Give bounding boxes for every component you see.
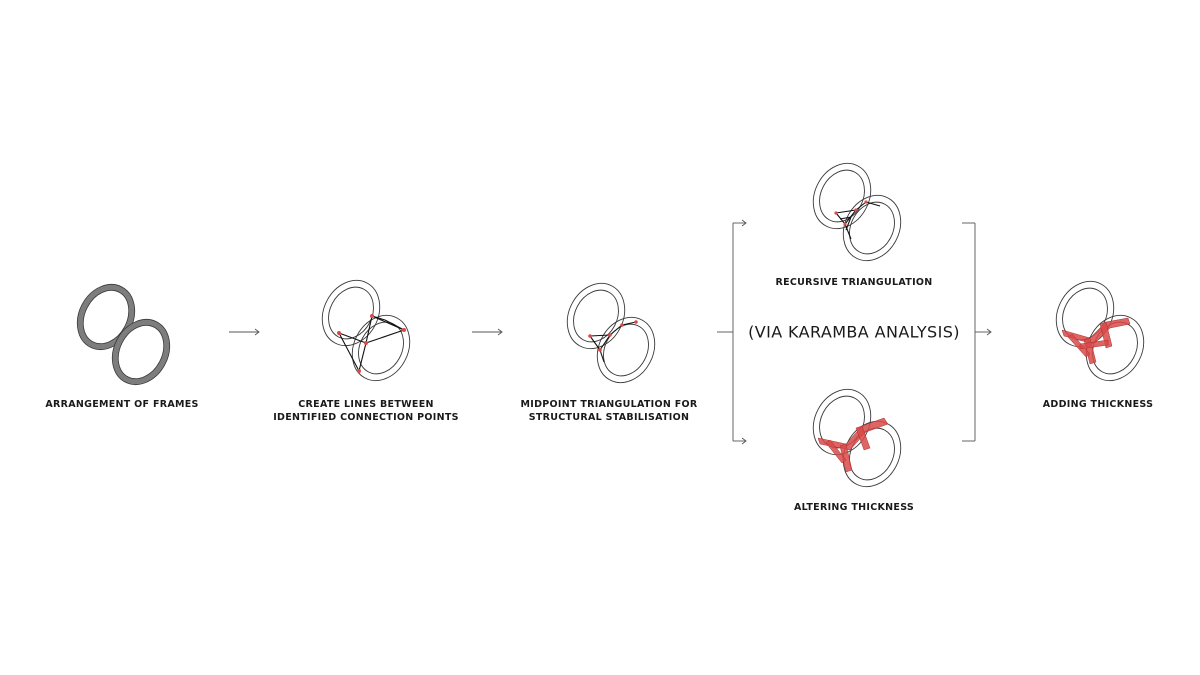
frame-outline-lower xyxy=(831,184,913,272)
connection-points xyxy=(337,314,406,373)
caption-altering-thickness: ALTERING THICKNESS xyxy=(794,501,914,514)
connection-lines-illustration xyxy=(310,269,422,392)
caption-create-lines: CREATE LINES BETWEEN IDENTIFIED CONNECTI… xyxy=(273,398,459,424)
caption-line: RECURSIVE TRIANGULATION xyxy=(775,277,933,288)
connection-lines xyxy=(338,315,405,372)
analysis-label: (VIA KARAMBA ANALYSIS) xyxy=(748,322,960,342)
frame-outline-lower xyxy=(340,304,422,392)
caption-adding-thickness: ADDING THICKNESS xyxy=(1043,398,1154,411)
caption-recursive-triangulation: RECURSIVE TRIANGULATION xyxy=(775,276,932,289)
thick-members xyxy=(817,417,889,473)
right-bracket xyxy=(962,222,992,442)
caption-arrangement-of-frames: ARRANGEMENT OF FRAMES xyxy=(45,398,198,411)
recursive-triangulation-illustration xyxy=(801,152,913,272)
triangulation-lines xyxy=(589,321,637,363)
frame-ring-lower xyxy=(111,319,171,385)
frame-outline-upper xyxy=(555,272,637,360)
caption-line: STRUCTURAL STABILISATION xyxy=(528,412,690,423)
caption-line: CREATE LINES BETWEEN xyxy=(298,399,434,410)
frames-arrangement-illustration xyxy=(76,284,171,385)
frame-outline-upper xyxy=(801,152,883,240)
frame-outline-lower xyxy=(585,306,667,394)
arrow-2 xyxy=(472,328,503,336)
caption-line: ADDING THICKNESS xyxy=(1042,399,1154,410)
recursive-points xyxy=(834,200,868,226)
altering-thickness-illustration xyxy=(801,378,913,498)
frame-ring-upper xyxy=(76,284,136,350)
left-bracket xyxy=(732,219,747,445)
caption-line: IDENTIFIED CONNECTION POINTS xyxy=(273,412,459,423)
arrow-1 xyxy=(229,328,260,336)
adding-thickness-illustration xyxy=(1044,270,1156,392)
frame-outline-upper xyxy=(310,269,392,357)
caption-line: ARRANGEMENT OF FRAMES xyxy=(45,399,199,410)
midpoints xyxy=(588,320,638,352)
caption-midpoint-triangulation: MIDPOINT TRIANGULATION FOR STRUCTURAL ST… xyxy=(520,398,697,424)
thickened-members xyxy=(1061,317,1131,365)
recursive-lines xyxy=(835,201,881,240)
caption-line: MIDPOINT TRIANGULATION FOR xyxy=(520,399,698,410)
midpoint-triangulation-illustration xyxy=(555,272,667,394)
caption-line: ALTERING THICKNESS xyxy=(793,502,915,513)
